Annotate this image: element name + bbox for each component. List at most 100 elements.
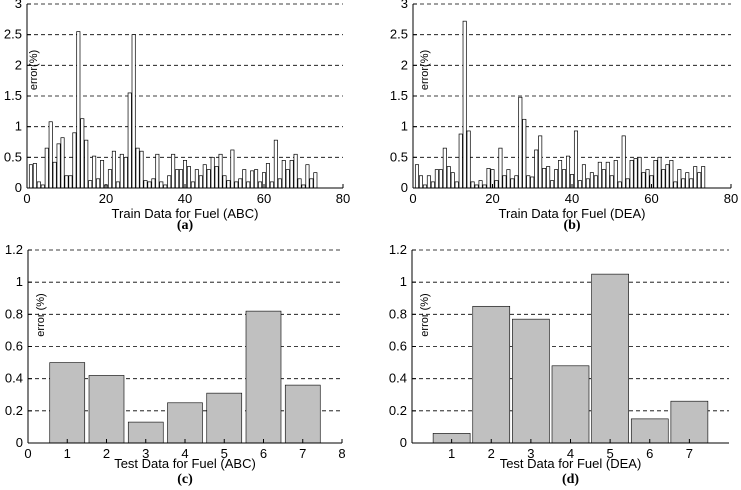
bar	[56, 143, 61, 189]
bar	[681, 178, 686, 189]
bar	[265, 163, 270, 189]
x-tick-label: 2	[488, 446, 495, 461]
bar	[96, 178, 101, 189]
bar	[442, 147, 447, 189]
y-tick-label: 1.2	[389, 242, 407, 257]
bar	[494, 180, 499, 189]
bar	[558, 160, 563, 189]
bar	[414, 164, 419, 189]
bar	[72, 132, 77, 189]
bar	[84, 139, 89, 189]
bar	[226, 180, 231, 189]
bar	[80, 118, 85, 189]
bar	[48, 121, 53, 189]
bar	[242, 169, 247, 189]
bar	[478, 180, 483, 189]
y-tick-label: 0.8	[5, 306, 23, 321]
chart-panel-1: 0 0.5 1 1.5 2 2.5 3 0 20 40 60 80 Train Data for Fue…	[4, 0, 350, 233]
y-tick-label: 1.5	[4, 88, 22, 103]
chart-panel-2: 0 0.5 1 1.5 2 2.5 3 0 20 40 60 80 Train Data for Fue…	[390, 0, 738, 233]
bar	[677, 169, 682, 189]
bar	[52, 161, 57, 189]
bar	[450, 172, 455, 189]
bar	[426, 175, 431, 189]
bar	[454, 181, 459, 189]
bar	[245, 310, 282, 444]
bar	[542, 168, 547, 189]
bar	[167, 402, 203, 444]
bar	[277, 178, 282, 189]
bar	[159, 181, 164, 189]
bar	[562, 169, 567, 189]
bar	[64, 175, 69, 189]
y-tick-label: 2	[15, 57, 22, 72]
bar	[68, 175, 73, 189]
y-tick-label: 0	[400, 435, 407, 450]
bar	[289, 160, 294, 189]
bar	[446, 166, 451, 189]
bar	[466, 130, 471, 189]
bar	[230, 149, 235, 189]
y-tick-label: 0.6	[5, 339, 23, 354]
bar	[518, 96, 523, 189]
bar	[284, 384, 321, 444]
bar	[127, 92, 132, 189]
bar	[269, 181, 274, 189]
bar	[665, 164, 670, 189]
bar	[100, 160, 105, 189]
bar	[689, 178, 694, 189]
bar	[131, 34, 136, 189]
bar	[281, 160, 286, 189]
bar	[637, 156, 642, 189]
y-tick-label: 0.8	[389, 306, 407, 321]
bar	[566, 155, 571, 189]
bar	[512, 318, 550, 444]
x-axis-label: Test Data for Fuel (DEA)	[500, 456, 642, 471]
bar	[76, 31, 81, 189]
bar	[190, 181, 195, 189]
bar	[645, 169, 650, 189]
y-tick-label: 1	[400, 274, 407, 289]
panel-label: (c)	[177, 472, 193, 487]
bar	[597, 161, 602, 189]
bar	[171, 153, 176, 189]
bar	[538, 135, 543, 189]
y-axis-label: error(%)	[419, 50, 431, 90]
bar	[202, 164, 207, 189]
x-tick-label: 0	[23, 191, 30, 206]
x-tick-label: 80	[724, 191, 738, 206]
y-tick-label: 0	[16, 435, 23, 450]
x-tick-label: 5	[221, 446, 228, 461]
bar	[669, 160, 674, 189]
x-tick-label: 7	[299, 446, 306, 461]
bar	[498, 147, 503, 189]
x-tick-label: 4	[567, 446, 574, 461]
bar	[293, 153, 298, 189]
chart-panel-4: 0 0.2 0.4 0.6 0.8 1 1.2 1 2 3 4 5 6 7 Test Data for Fu…	[389, 242, 729, 487]
x-tick-label: 60	[257, 191, 271, 206]
bar	[119, 153, 124, 189]
bar	[206, 169, 211, 189]
bar	[254, 169, 259, 189]
y-tick-label: 1	[401, 119, 408, 134]
bar	[462, 20, 467, 189]
x-tick-label: 0	[24, 446, 31, 461]
bar	[297, 178, 302, 189]
bar	[621, 135, 626, 189]
x-tick-label: 40	[178, 191, 192, 206]
bar	[625, 178, 630, 189]
x-tick-label: 6	[646, 446, 653, 461]
y-axis-label: error (%)	[419, 293, 431, 336]
bar	[593, 175, 598, 189]
bar	[530, 176, 535, 189]
bar	[502, 175, 507, 189]
bar	[222, 175, 227, 189]
chart-panel-3: 0 0.2 0.4 0.6 0.8 1 1.2 0 1 2 3 4 5 6 7 8 Test Data for …	[5, 242, 346, 487]
bar	[605, 161, 610, 189]
bar	[551, 365, 590, 444]
y-tick-label: 3	[15, 0, 22, 11]
bar	[630, 418, 669, 444]
bar	[143, 180, 148, 189]
bar	[183, 160, 188, 189]
bar	[438, 169, 443, 189]
